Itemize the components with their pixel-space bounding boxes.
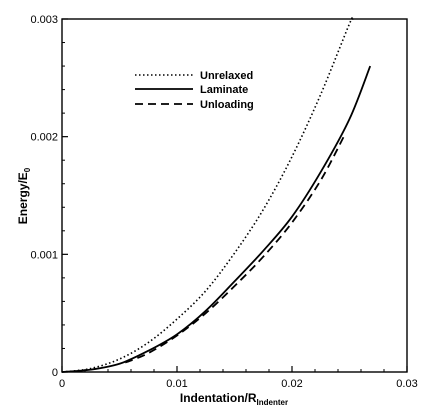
y-axis-title-main: Energy/E [16,172,30,224]
x-axis-ticks: 0 0.01 0.02 0.03 [59,366,418,390]
legend-label-laminate: Laminate [200,84,248,96]
plot-frame [61,18,408,373]
y-tick-label: 0.003 [30,14,58,26]
series-layer [61,16,372,373]
y-axis-title-subscript: 0 [23,167,32,172]
x-tick-label: 0.02 [281,378,302,390]
legend: Unrelaxed Laminate Unloading [135,70,254,111]
y-tick-label: 0.002 [30,132,58,144]
legend-label-unloading: Unloading [200,99,254,111]
x-axis-title-main: Indentation/R [180,391,257,405]
y-tick-label: 0.001 [30,249,58,261]
series-line-laminate [61,65,372,373]
series-line-unloading [124,136,345,364]
x-tick-label: 0 [59,378,65,390]
x-axis-title-subscript: Indenter [257,398,289,407]
y-axis-ticks: 0 0.001 0.002 0.003 [30,14,68,379]
y-tick-label: 0 [52,367,58,379]
x-tick-label: 0.01 [166,378,187,390]
y-axis-title: Energy/E0 [16,167,32,224]
legend-label-unrelaxed: Unrelaxed [200,70,253,82]
x-tick-label: 0.03 [396,378,417,390]
x-axis-title: Indentation/RIndenter [180,391,288,407]
